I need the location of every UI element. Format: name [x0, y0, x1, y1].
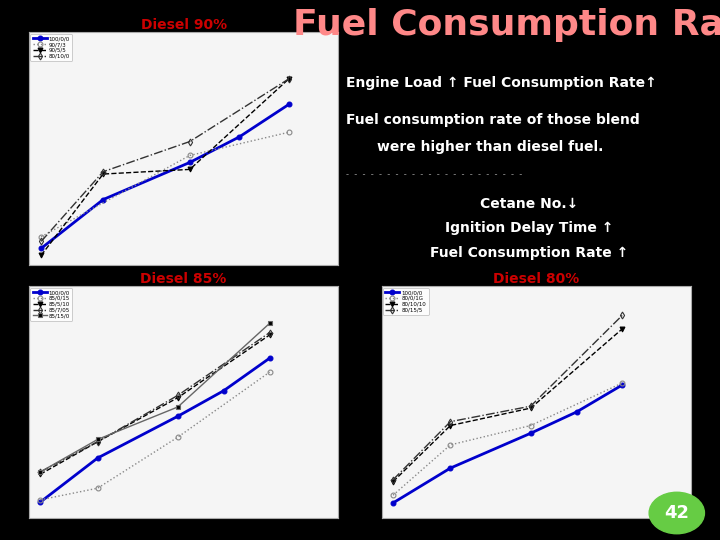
Legend: 100/0/0, 85/0/15, 85/5/10, 85/7/05, 85/15/0: 100/0/0, 85/0/15, 85/5/10, 85/7/05, 85/1… — [30, 288, 72, 321]
100/0/0 — [94, 455, 102, 461]
85/0/15 — [36, 497, 45, 503]
85/7/05 — [174, 392, 182, 399]
85/15/0 — [265, 320, 274, 327]
100/0/0 — [446, 465, 455, 471]
90/5/5 — [37, 252, 45, 259]
85/15/0 — [94, 436, 102, 443]
80/0/1G — [446, 442, 455, 448]
85/7/05 — [265, 329, 274, 336]
100/0/0 — [572, 409, 581, 415]
Line: 85/15/0: 85/15/0 — [38, 321, 272, 475]
85/7/05 — [36, 469, 45, 475]
Line: 90/7/3: 90/7/3 — [39, 130, 292, 239]
80/10/0 — [284, 76, 293, 82]
80/10/0 — [186, 138, 194, 145]
X-axis label: %Load: %Load — [169, 282, 198, 292]
Text: Fuel consumption rate of those blend: Fuel consumption rate of those blend — [346, 113, 640, 127]
Title: Diesel 80%: Diesel 80% — [493, 272, 580, 286]
80/10/10 — [446, 422, 455, 429]
85/15/0 — [174, 404, 182, 410]
90/7/3 — [284, 129, 293, 136]
Text: Ignition Delay Time ↑: Ignition Delay Time ↑ — [445, 221, 613, 235]
Text: were higher than diesel fuel.: were higher than diesel fuel. — [377, 140, 603, 154]
100/0/0 — [526, 430, 535, 436]
80/15/5 — [526, 403, 535, 409]
100/0/0 — [389, 500, 397, 506]
Title: Diesel 90%: Diesel 90% — [140, 18, 227, 32]
80/0/1G — [618, 380, 626, 386]
Title: Diesel 85%: Diesel 85% — [140, 272, 227, 286]
80/10/10 — [389, 478, 397, 485]
85/7/05 — [94, 438, 102, 445]
90/5/5 — [284, 76, 293, 82]
Line: 100/0/0: 100/0/0 — [39, 102, 292, 251]
90/7/3 — [186, 152, 194, 159]
Line: 80/10/10: 80/10/10 — [391, 326, 625, 484]
Legend: 100/0/0, 90/7/3, 90/5/5, 80/10/0: 100/0/0, 90/7/3, 90/5/5, 80/10/0 — [30, 34, 72, 61]
90/7/3 — [37, 233, 45, 240]
85/5/10 — [94, 438, 102, 445]
Text: Fuel Consumption Rate: Fuel Consumption Rate — [293, 8, 720, 42]
100/0/0 — [174, 413, 182, 420]
80/15/5 — [389, 476, 397, 483]
80/0/1G — [526, 422, 535, 429]
80/10/0 — [37, 238, 45, 245]
85/5/10 — [174, 394, 182, 401]
85/5/10 — [36, 471, 45, 477]
100/0/0 — [284, 101, 293, 107]
Text: Engine Load ↑ Fuel Consumption Rate↑: Engine Load ↑ Fuel Consumption Rate↑ — [346, 76, 657, 90]
Legend: 100/0/0, 80/0/1G, 80/10/10, 80/15/5: 100/0/0, 80/0/1G, 80/10/10, 80/15/5 — [383, 288, 428, 315]
Circle shape — [649, 492, 704, 534]
100/0/0 — [265, 355, 274, 361]
Line: 80/10/0: 80/10/0 — [39, 76, 292, 244]
Text: -  -  -  -  -  -  -  -  -  -  -  -  -  -  -  -  -  -  -  -  -  -: - - - - - - - - - - - - - - - - - - - - … — [346, 170, 528, 179]
80/0/1G — [389, 492, 397, 498]
85/0/15 — [265, 369, 274, 375]
Line: 90/5/5: 90/5/5 — [39, 76, 292, 258]
90/5/5 — [186, 166, 194, 173]
Line: 80/0/1G: 80/0/1G — [391, 381, 625, 498]
85/0/15 — [94, 485, 102, 491]
Text: Cetane No.↓: Cetane No.↓ — [480, 197, 578, 211]
X-axis label: %Load: %Load — [522, 536, 551, 540]
80/10/10 — [618, 326, 626, 332]
X-axis label: %Load: %Load — [169, 536, 198, 540]
100/0/0 — [618, 382, 626, 388]
100/0/0 — [186, 159, 194, 166]
80/10/0 — [99, 168, 107, 175]
80/10/10 — [526, 405, 535, 411]
100/0/0 — [36, 499, 45, 505]
100/0/0 — [37, 245, 45, 252]
80/15/5 — [446, 418, 455, 425]
100/0/0 — [235, 133, 243, 140]
Line: 80/15/5: 80/15/5 — [391, 313, 625, 482]
100/0/0 — [220, 388, 228, 394]
Text: 42: 42 — [665, 504, 689, 522]
80/15/5 — [618, 312, 626, 319]
Text: Fuel Consumption Rate ↑: Fuel Consumption Rate ↑ — [430, 246, 629, 260]
85/5/10 — [265, 332, 274, 338]
Line: 85/7/05: 85/7/05 — [38, 330, 272, 475]
Line: 85/0/15: 85/0/15 — [38, 370, 272, 502]
90/5/5 — [99, 171, 107, 177]
Line: 100/0/0: 100/0/0 — [38, 356, 272, 504]
85/15/0 — [36, 469, 45, 475]
85/0/15 — [174, 434, 182, 441]
Line: 100/0/0: 100/0/0 — [391, 382, 625, 505]
100/0/0 — [99, 197, 107, 203]
Line: 85/5/10: 85/5/10 — [38, 333, 272, 477]
